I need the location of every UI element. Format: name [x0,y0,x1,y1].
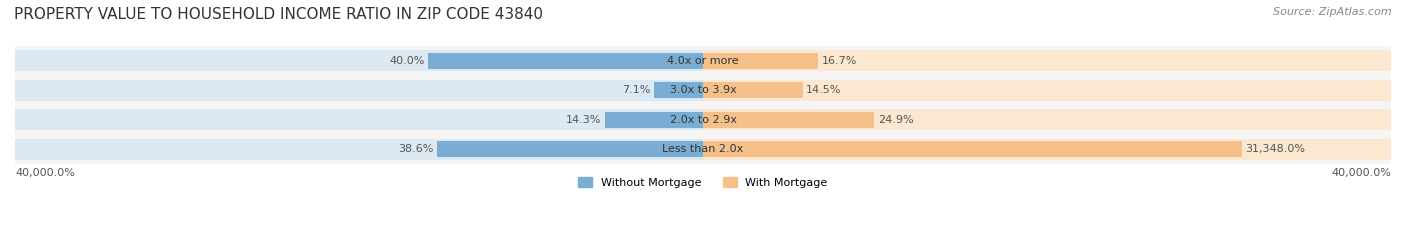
Bar [605,112,703,128]
Bar [15,139,703,160]
Text: 40,000.0%: 40,000.0% [1331,168,1391,178]
Text: Source: ZipAtlas.com: Source: ZipAtlas.com [1274,7,1392,17]
Bar [703,50,1391,71]
Bar [703,141,1241,158]
Bar [703,82,803,98]
Bar [15,50,703,71]
Bar [703,80,1391,101]
Bar [15,80,703,101]
Text: 3.0x to 3.9x: 3.0x to 3.9x [669,85,737,95]
Text: 7.1%: 7.1% [623,85,651,95]
Bar [427,53,703,69]
Text: 31,348.0%: 31,348.0% [1246,144,1306,154]
Text: 2.0x to 2.9x: 2.0x to 2.9x [669,115,737,125]
Bar [15,134,1391,164]
Bar [703,139,1391,160]
Text: 38.6%: 38.6% [399,144,434,154]
Bar [15,110,703,130]
Bar [703,53,818,69]
Legend: Without Mortgage, With Mortgage: Without Mortgage, With Mortgage [574,173,832,192]
Text: Less than 2.0x: Less than 2.0x [662,144,744,154]
Text: 16.7%: 16.7% [821,56,856,66]
Bar [15,75,1391,105]
Text: 4.0x or more: 4.0x or more [668,56,738,66]
Bar [703,112,875,128]
Bar [15,105,1391,134]
Bar [437,141,703,158]
Bar [15,46,1391,75]
Text: 40,000.0%: 40,000.0% [15,168,75,178]
Text: 14.5%: 14.5% [806,85,842,95]
Bar [703,110,1391,130]
Text: 24.9%: 24.9% [877,115,914,125]
Text: 40.0%: 40.0% [389,56,425,66]
Text: 14.3%: 14.3% [565,115,602,125]
Bar [654,82,703,98]
Text: PROPERTY VALUE TO HOUSEHOLD INCOME RATIO IN ZIP CODE 43840: PROPERTY VALUE TO HOUSEHOLD INCOME RATIO… [14,7,543,22]
